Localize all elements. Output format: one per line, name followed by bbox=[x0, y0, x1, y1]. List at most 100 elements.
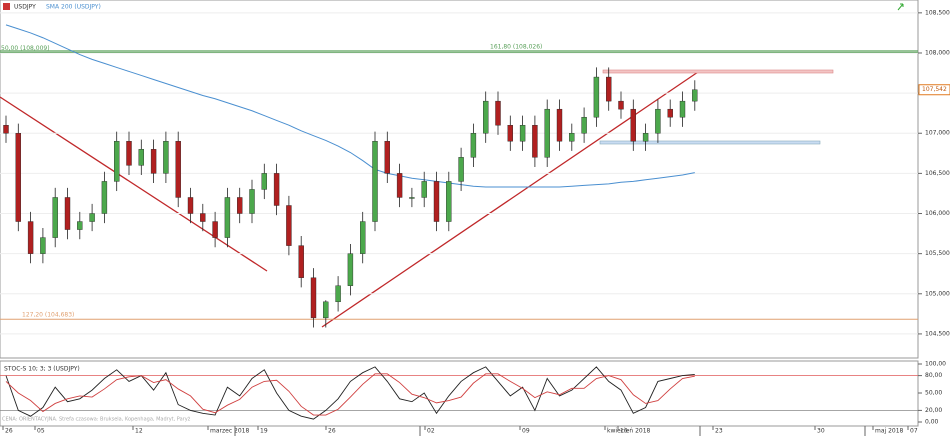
osc-line bbox=[5, 373, 695, 416]
trend-icon[interactable] bbox=[897, 3, 904, 11]
y-tick-label: 20,00 bbox=[925, 407, 942, 414]
candle-body bbox=[175, 141, 181, 198]
candle-body bbox=[544, 108, 550, 158]
y-tick-label: 106,000 bbox=[925, 210, 950, 217]
osc-line bbox=[5, 366, 695, 420]
candle-body bbox=[581, 116, 587, 134]
y-tick-label: 0,00 bbox=[925, 419, 939, 426]
candle-body bbox=[273, 173, 280, 206]
candle-body bbox=[384, 141, 390, 174]
x-tick-label: 26 bbox=[5, 428, 13, 435]
symbol-icon[interactable] bbox=[3, 3, 10, 10]
candle-body bbox=[89, 213, 95, 222]
x-tick-label: 09 bbox=[522, 428, 530, 435]
candle-body bbox=[507, 125, 513, 142]
candle-body bbox=[310, 277, 317, 319]
candle-body bbox=[483, 100, 489, 134]
candle-body bbox=[249, 189, 255, 214]
x-tick-label: 16 bbox=[620, 428, 628, 435]
candle-body bbox=[692, 89, 698, 102]
candle-body bbox=[360, 221, 366, 254]
candle-body bbox=[446, 181, 452, 222]
candle-body bbox=[212, 221, 218, 238]
sma-line bbox=[5, 24, 695, 188]
candle-body bbox=[569, 133, 575, 142]
candle-body bbox=[630, 108, 636, 142]
candle-body bbox=[347, 253, 354, 286]
candle-body bbox=[396, 173, 403, 198]
candle-body bbox=[150, 149, 157, 174]
candle-body bbox=[163, 141, 169, 174]
osc-label: STOC-S 10; 3; 3 (USDJPY) bbox=[4, 366, 80, 373]
candle-body bbox=[532, 125, 538, 158]
candle-body bbox=[286, 205, 292, 246]
candle-body bbox=[113, 141, 120, 182]
candle-body bbox=[27, 221, 34, 254]
candle-body bbox=[618, 100, 624, 110]
candle-body bbox=[77, 221, 83, 230]
last-price-box bbox=[918, 84, 950, 96]
x-tick-label: 05 bbox=[37, 428, 45, 435]
indicator-label[interactable]: SMA 200 (USDJPY) bbox=[46, 4, 101, 11]
candle-body bbox=[323, 301, 329, 319]
level-label: 127,20 (104,683) bbox=[22, 312, 74, 319]
candle-body bbox=[679, 100, 686, 118]
candle-body bbox=[224, 197, 231, 238]
candle-body bbox=[593, 76, 600, 118]
y-tick-label: 106,500 bbox=[925, 170, 950, 177]
candle-body bbox=[200, 213, 206, 222]
candle-body bbox=[421, 181, 427, 198]
candle-body bbox=[667, 108, 673, 118]
y-tick-label: 108,000 bbox=[925, 49, 950, 56]
x-tick-label: 02 bbox=[427, 428, 435, 435]
candle-body bbox=[138, 149, 145, 166]
candle-body bbox=[187, 197, 194, 214]
y-tick-label: 108,500 bbox=[925, 9, 950, 16]
y-tick-label: 100,00 bbox=[925, 361, 946, 368]
candle-body bbox=[3, 125, 9, 134]
y-tick-label: 105,000 bbox=[925, 290, 950, 297]
candle-body bbox=[495, 100, 501, 126]
candle-body bbox=[409, 197, 415, 199]
y-tick-label: 107,000 bbox=[925, 130, 950, 137]
candle-body bbox=[15, 133, 22, 222]
y-tick-label: 80,00 bbox=[925, 372, 942, 379]
candle-body bbox=[433, 181, 440, 222]
level-label: 161,80 (108,026) bbox=[490, 43, 542, 50]
candle-body bbox=[261, 173, 267, 190]
oscillator-panel bbox=[0, 360, 919, 427]
candle-body bbox=[40, 237, 46, 254]
last-price-label: 107,542 bbox=[922, 86, 947, 93]
x-tick-label: 12 bbox=[135, 428, 143, 435]
candle-body bbox=[298, 245, 304, 278]
x-tick-label: 23 bbox=[715, 428, 723, 435]
candle-body bbox=[519, 125, 526, 142]
symbol[interactable]: USDJPY bbox=[14, 4, 36, 11]
candle-body bbox=[236, 197, 243, 214]
x-tick-label: 26 bbox=[328, 428, 336, 435]
footer: CENA: ORIENTACYJNA. Strefa czasowa: Bruk… bbox=[2, 417, 191, 423]
x-tick-label: 07 bbox=[910, 428, 918, 435]
candle-body bbox=[556, 108, 563, 142]
resistance-zone bbox=[602, 69, 834, 74]
candle-body bbox=[126, 141, 132, 166]
level-label: 50,00 (108,009) bbox=[1, 45, 50, 52]
support-zone bbox=[599, 140, 821, 145]
x-tick-label: 30 bbox=[817, 428, 825, 435]
candle-body bbox=[372, 141, 378, 222]
candle-body bbox=[52, 197, 58, 238]
candle-body bbox=[335, 285, 341, 303]
x-tick-label: maj 2018 bbox=[875, 428, 904, 435]
y-tick-label: 105,500 bbox=[925, 250, 950, 257]
candle-body bbox=[606, 76, 612, 102]
candle-body bbox=[64, 197, 71, 230]
y-tick-label: 50,00 bbox=[925, 390, 942, 397]
x-tick-label: 19 bbox=[260, 428, 268, 435]
y-tick-label: 104,500 bbox=[925, 330, 950, 337]
x-tick-label: marzec 2018 bbox=[210, 428, 249, 435]
candle-body bbox=[458, 157, 464, 182]
trendline bbox=[0, 96, 268, 272]
candle-body bbox=[655, 108, 661, 134]
candle-body bbox=[101, 181, 108, 214]
